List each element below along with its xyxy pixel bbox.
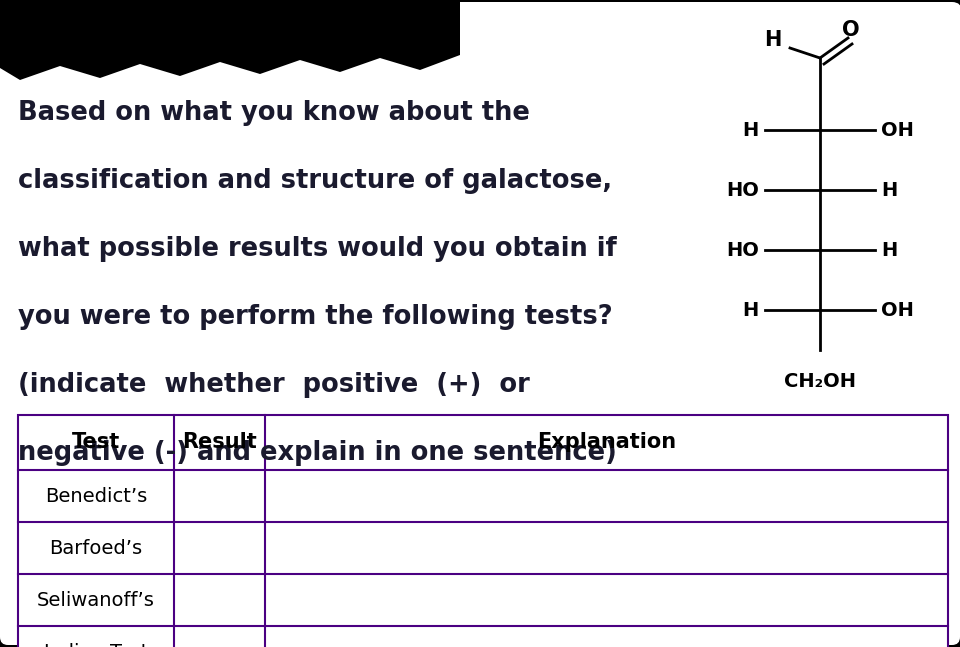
Text: (indicate  whether  positive  (+)  or: (indicate whether positive (+) or xyxy=(18,372,530,398)
Text: you were to perform the following tests?: you were to perform the following tests? xyxy=(18,304,612,330)
FancyBboxPatch shape xyxy=(710,2,960,152)
Text: Test: Test xyxy=(72,432,120,452)
Text: what possible results would you obtain if: what possible results would you obtain i… xyxy=(18,236,616,262)
Polygon shape xyxy=(730,0,960,140)
Text: HO: HO xyxy=(726,241,759,259)
Text: Iodine Test: Iodine Test xyxy=(44,642,148,647)
Text: H: H xyxy=(743,120,759,140)
Text: OH: OH xyxy=(881,120,914,140)
Text: negative (-) and explain in one sentence): negative (-) and explain in one sentence… xyxy=(18,440,617,466)
Text: Explanation: Explanation xyxy=(538,432,676,452)
Text: Barfoed’s: Barfoed’s xyxy=(50,538,143,558)
Text: CH₂OH: CH₂OH xyxy=(784,372,856,391)
Text: O: O xyxy=(842,20,859,40)
Text: Benedict’s: Benedict’s xyxy=(45,487,147,505)
Text: classification and structure of galactose,: classification and structure of galactos… xyxy=(18,168,612,194)
Bar xyxy=(18,415,948,647)
Text: H: H xyxy=(743,300,759,320)
Text: HO: HO xyxy=(726,181,759,199)
Polygon shape xyxy=(0,0,460,80)
Text: OH: OH xyxy=(881,300,914,320)
Text: H: H xyxy=(881,181,898,199)
Text: Seliwanoff’s: Seliwanoff’s xyxy=(37,591,156,609)
Text: H: H xyxy=(764,30,782,50)
Text: Result: Result xyxy=(182,432,257,452)
Text: H: H xyxy=(881,241,898,259)
Text: Based on what you know about the: Based on what you know about the xyxy=(18,100,530,126)
